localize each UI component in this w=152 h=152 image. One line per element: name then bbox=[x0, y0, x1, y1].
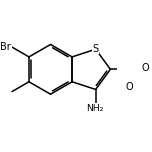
Text: O: O bbox=[125, 82, 133, 92]
Text: S: S bbox=[93, 44, 99, 54]
Text: Br: Br bbox=[0, 42, 11, 52]
Text: NH₂: NH₂ bbox=[87, 104, 104, 112]
Text: O: O bbox=[142, 63, 149, 73]
